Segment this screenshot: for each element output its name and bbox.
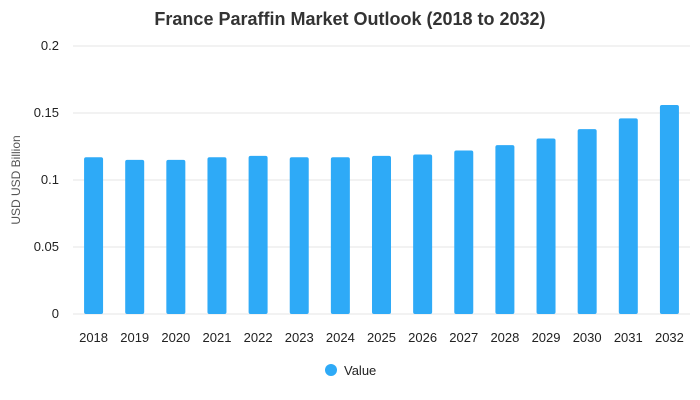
bar-2029[interactable] xyxy=(536,138,556,314)
x-tick-label: 2030 xyxy=(573,330,602,345)
y-axis-ticks: 0 0.05 0.1 0.15 0.2 xyxy=(34,38,59,321)
x-axis-ticks: 2018 2019 2020 2021 2022 2023 2024 2025 2026 2027… xyxy=(79,330,684,345)
x-tick-label: 2028 xyxy=(490,330,519,345)
x-tick-label: 2020 xyxy=(161,330,190,345)
x-tick-label: 2029 xyxy=(532,330,561,345)
x-tick-label: 2021 xyxy=(203,330,232,345)
legend[interactable]: Value xyxy=(325,363,376,378)
x-tick-label: 2023 xyxy=(285,330,314,345)
y-axis-title: USD USD Billion xyxy=(9,135,23,224)
y-tick-label: 0.1 xyxy=(41,172,59,187)
legend-label-value: Value xyxy=(344,363,376,378)
bar-2030[interactable] xyxy=(577,129,597,314)
bar-2019[interactable] xyxy=(125,159,145,314)
bar-2027[interactable] xyxy=(454,150,474,314)
x-tick-label: 2022 xyxy=(244,330,273,345)
chart-title: France Paraffin Market Outlook (2018 to … xyxy=(154,9,545,29)
bar-2018[interactable] xyxy=(84,157,104,314)
y-tick-label: 0.05 xyxy=(34,239,59,254)
x-tick-label: 2025 xyxy=(367,330,396,345)
bar-2021[interactable] xyxy=(207,157,227,314)
bar-2025[interactable] xyxy=(372,155,391,314)
bar-2028[interactable] xyxy=(495,145,515,314)
bar-2026[interactable] xyxy=(413,154,433,314)
y-tick-label: 0.2 xyxy=(41,38,59,53)
y-tick-label: 0.15 xyxy=(34,105,59,120)
x-tick-label: 2018 xyxy=(79,330,108,345)
x-tick-label: 2027 xyxy=(449,330,478,345)
bar-2023[interactable] xyxy=(289,157,309,314)
x-tick-label: 2031 xyxy=(614,330,643,345)
x-tick-label: 2032 xyxy=(655,330,684,345)
bars-layer xyxy=(84,104,679,315)
bar-2020[interactable] xyxy=(166,159,186,314)
x-tick-label: 2024 xyxy=(326,330,355,345)
bar-2032[interactable] xyxy=(659,104,679,315)
bar-2031[interactable] xyxy=(618,118,638,314)
x-tick-label: 2026 xyxy=(408,330,437,345)
x-tick-label: 2019 xyxy=(120,330,149,345)
bar-2022[interactable] xyxy=(248,155,268,314)
bar-2024[interactable] xyxy=(330,157,350,314)
y-tick-label: 0 xyxy=(52,306,59,321)
legend-swatch xyxy=(325,364,337,376)
